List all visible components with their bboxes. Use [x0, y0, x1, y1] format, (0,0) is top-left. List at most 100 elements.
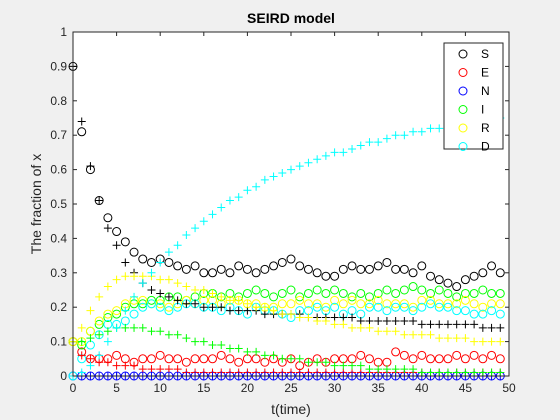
legend-label: R: [481, 121, 490, 135]
data-point: [374, 316, 383, 325]
data-point: [373, 261, 383, 271]
data-point: [243, 347, 252, 356]
data-point: [77, 351, 86, 360]
data-point: [147, 327, 156, 336]
legend-label: S: [481, 47, 489, 61]
data-point: [460, 306, 470, 316]
data-marks: [68, 61, 505, 381]
x-tick-label: 0: [70, 381, 77, 395]
x-tick-label: 40: [415, 381, 429, 395]
data-point: [138, 354, 148, 364]
data-point: [269, 292, 279, 302]
x-tick-label: 30: [328, 381, 342, 395]
data-point: [348, 361, 357, 370]
data-point: [373, 288, 383, 298]
data-point: [86, 361, 95, 370]
data-point: [269, 172, 278, 181]
data-point: [191, 286, 200, 294]
data-point: [487, 261, 497, 271]
data-point: [242, 264, 252, 274]
data-point: [190, 261, 200, 271]
data-point: [348, 144, 357, 153]
data-point: [373, 295, 383, 305]
data-point: [164, 365, 173, 374]
data-point: [347, 292, 357, 302]
data-point: [77, 323, 86, 332]
data-point: [426, 354, 436, 364]
data-point: [121, 323, 130, 332]
data-point: [426, 288, 436, 298]
data-point: [130, 292, 139, 301]
data-point: [147, 268, 156, 277]
data-point: [164, 292, 173, 301]
data-point: [330, 361, 339, 370]
data-point: [338, 264, 348, 274]
x-axis-label: t(time): [271, 401, 311, 417]
data-point: [365, 365, 374, 374]
data-point: [408, 306, 418, 316]
data-point: [138, 295, 148, 305]
data-point: [321, 358, 330, 367]
data-point: [295, 354, 304, 363]
data-point: [130, 272, 139, 281]
data-point: [339, 313, 348, 322]
data-point: [182, 230, 191, 239]
data-point: [313, 155, 322, 164]
data-point: [95, 196, 104, 205]
data-point: [338, 288, 348, 298]
data-point: [434, 302, 444, 312]
x-tick-label: 20: [241, 381, 255, 395]
data-point: [399, 264, 409, 274]
legend-box: [443, 42, 504, 150]
data-point: [95, 358, 104, 367]
data-point: [435, 368, 444, 377]
data-point: [225, 354, 235, 364]
data-point: [173, 330, 182, 339]
data-point: [277, 299, 287, 309]
y-tick-label: 0.3: [50, 266, 67, 280]
data-point: [496, 368, 505, 377]
data-point: [217, 341, 226, 350]
data-point: [191, 299, 200, 308]
data-point: [443, 278, 453, 288]
data-point: [470, 368, 479, 377]
data-point: [208, 210, 217, 219]
data-point: [365, 138, 374, 147]
data-point: [95, 292, 104, 301]
data-point: [77, 368, 86, 377]
data-point: [460, 295, 470, 305]
y-tick-label: 0.8: [50, 94, 67, 108]
x-tick-label: 10: [154, 381, 168, 395]
data-point: [155, 350, 165, 360]
data-point: [495, 354, 505, 364]
data-point: [287, 165, 295, 174]
axes-box: [72, 31, 510, 377]
data-point: [321, 302, 331, 312]
data-point: [103, 337, 112, 346]
data-point: [400, 131, 409, 140]
data-point: [234, 296, 243, 305]
data-point: [391, 327, 400, 336]
data-point: [164, 257, 174, 267]
data-point: [312, 285, 322, 295]
data-point: [103, 213, 113, 223]
data-point: [391, 264, 401, 274]
data-point: [182, 282, 191, 291]
data-point: [112, 275, 121, 284]
data-point: [243, 186, 252, 195]
data-point: [199, 217, 208, 226]
data-point: [496, 337, 505, 346]
data-point: [112, 227, 122, 237]
data-point: [234, 193, 243, 202]
data-point: [434, 285, 444, 295]
data-point: [312, 302, 322, 312]
y-tick-label: 0.9: [50, 59, 67, 73]
data-point: [391, 365, 400, 374]
data-point: [103, 224, 112, 233]
data-point: [103, 327, 112, 336]
data-point: [364, 292, 374, 302]
data-point: [112, 361, 121, 370]
data-point: [321, 151, 330, 160]
data-point: [356, 288, 366, 298]
x-tick-label: 50: [502, 381, 516, 395]
